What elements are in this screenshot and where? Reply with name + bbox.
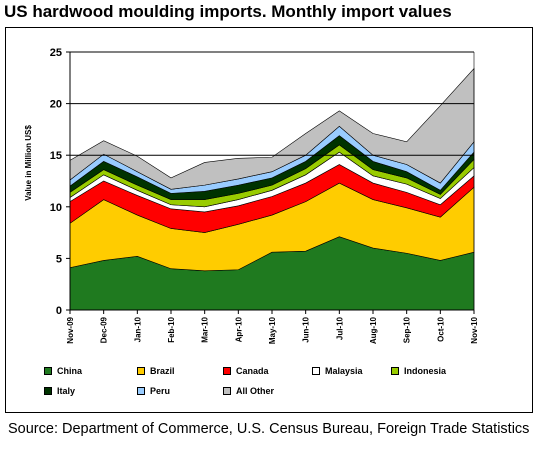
y-axis-label: Value in Million US$: [24, 125, 33, 201]
x-tick-label: Apr-10: [234, 316, 243, 342]
y-tick-label: 25: [50, 47, 62, 59]
y-tick-label: 0: [56, 305, 62, 317]
y-tick-label: 15: [50, 150, 62, 162]
area-layers: [69, 67, 475, 311]
x-tick-label: Aug-10: [369, 316, 378, 344]
x-tick-label: Sep-10: [403, 316, 412, 343]
y-tick-label: 20: [50, 99, 62, 111]
axes: [66, 51, 475, 314]
x-tick-label: Mar-10: [201, 316, 210, 342]
gridlines: [70, 51, 474, 156]
x-tick-label: Jan-10: [133, 316, 142, 342]
y-tick-label: 5: [56, 253, 62, 265]
x-tick-label: Oct-10: [436, 316, 445, 341]
source-note: Source: Department of Commerce, U.S. Cen…: [8, 421, 530, 437]
chart-svg: 0 5 10 15 20 25 Nov-09 Dec-09 Jan-10 Feb-10 Mar-1…: [24, 47, 479, 344]
chart-frame: 0 5 10 15 20 25 Nov-09 Dec-09 Jan-10 Feb-10 Mar-1…: [5, 27, 533, 413]
x-tick-label: Feb-10: [167, 316, 176, 342]
x-tick-label: Nov-10: [470, 316, 479, 343]
x-tick-label: May-10: [268, 316, 277, 344]
y-tick-labels: 0 5 10 15 20 25: [50, 47, 62, 317]
x-tick-label: Jun-10: [302, 316, 311, 342]
x-tick-labels: Nov-09 Dec-09 Jan-10 Feb-10 Mar-10 Apr-10 May-…: [66, 316, 479, 344]
x-tick-label: Jul-10: [335, 316, 344, 340]
x-tick-label: Nov-09: [66, 316, 75, 343]
chart-title: US hardwood moulding imports. Monthly im…: [4, 2, 452, 21]
x-tick-label: Dec-09: [100, 316, 109, 343]
y-tick-label: 10: [50, 202, 62, 214]
